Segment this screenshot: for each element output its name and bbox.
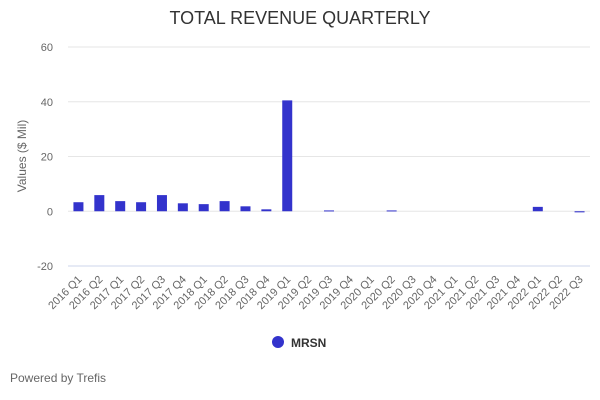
bar-2016-Q1 [73,202,84,212]
y-tick-label: -20 [37,261,53,273]
bar-2018-Q1 [198,204,209,212]
bar-2018-Q3 [240,206,251,212]
y-axis-label: Values ($ Mil) [15,120,29,192]
bar-2017-Q4 [177,203,188,212]
bar-2017-Q1 [115,201,126,212]
bar-2019-Q1 [282,100,293,212]
y-tick-label: 60 [41,42,53,54]
y-tick-label: 0 [47,206,53,218]
bar-2020-Q2 [386,210,397,212]
y-tick-label: 40 [41,97,53,109]
bar-2016-Q2 [94,195,105,212]
powered-by-footer[interactable]: Powered by Trefis [10,371,107,385]
chart-title: TOTAL REVENUE QUARTERLY [169,8,431,28]
bar-2022-Q1 [532,206,543,212]
bar-2022-Q3 [574,211,585,213]
bar-2017-Q2 [136,202,147,212]
legend-marker [272,336,284,348]
y-tick-label: 20 [41,152,53,164]
bar-2019-Q3 [324,210,334,212]
bar-2018-Q4 [261,209,272,212]
bar-2018-Q2 [219,201,230,212]
legend-label[interactable]: MRSN [291,336,326,350]
bar-2017-Q3 [156,195,167,212]
